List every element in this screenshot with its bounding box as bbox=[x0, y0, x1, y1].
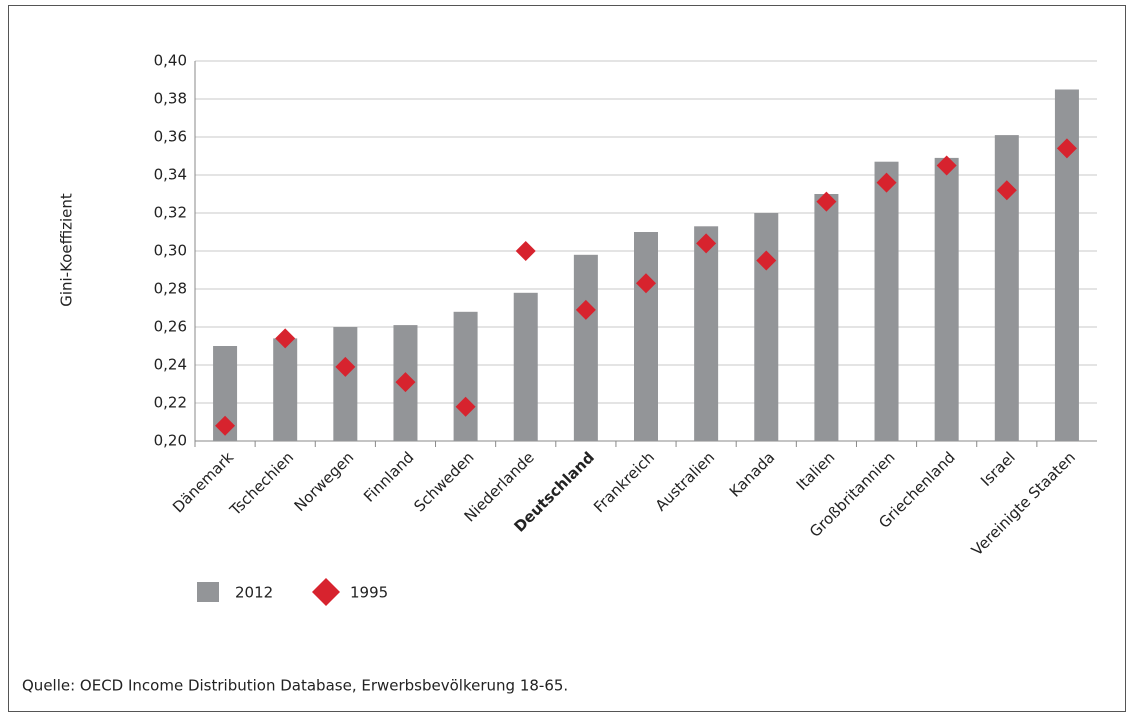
y-tick-label: 0,26 bbox=[154, 318, 187, 336]
marker bbox=[636, 273, 656, 294]
marker bbox=[215, 415, 236, 436]
y-axis-label: Gini-Koeffizient bbox=[58, 193, 76, 307]
x-tick-label: Kanada bbox=[726, 448, 778, 500]
source: Quelle: OECD Income Distribution Databas… bbox=[22, 677, 568, 695]
x-tick-label: Vereinigte Staaten bbox=[968, 448, 1079, 559]
bar bbox=[573, 254, 598, 441]
x-tick-label: Finnland bbox=[360, 448, 417, 505]
marker bbox=[996, 180, 1017, 201]
legend-swatch bbox=[312, 578, 340, 606]
bar bbox=[934, 157, 959, 441]
legend-label: 2012 bbox=[235, 584, 273, 602]
marker bbox=[275, 328, 296, 349]
marker bbox=[515, 241, 536, 261]
marker bbox=[1056, 138, 1077, 159]
bar bbox=[634, 232, 658, 441]
marker bbox=[455, 396, 476, 417]
y-tick-label: 0,32 bbox=[154, 204, 187, 222]
bar bbox=[453, 311, 478, 441]
frame bbox=[8, 5, 1126, 712]
y-tick-label: 0,40 bbox=[154, 52, 187, 70]
x-tick-label: Italien bbox=[793, 448, 839, 494]
legend-swatch bbox=[197, 582, 219, 602]
bar bbox=[273, 338, 298, 441]
legend-label: 1995 bbox=[350, 584, 388, 602]
y-tick-label: 0,36 bbox=[154, 128, 187, 146]
x-tick-label: Israel bbox=[977, 448, 1019, 490]
marker bbox=[575, 299, 596, 320]
marker bbox=[335, 356, 356, 377]
x-tick-label: Norwegen bbox=[291, 448, 358, 515]
bar bbox=[513, 292, 538, 441]
bar bbox=[874, 161, 899, 441]
marker bbox=[395, 372, 416, 393]
marker bbox=[936, 155, 957, 176]
y-tick-label: 0,20 bbox=[154, 432, 187, 450]
y-tick-label: 0,34 bbox=[154, 166, 187, 184]
bar bbox=[814, 194, 839, 441]
bar bbox=[754, 213, 779, 441]
x-tick-label: Australien bbox=[652, 448, 718, 514]
x-tick-label: Tschechien bbox=[226, 448, 298, 520]
y-tick-label: 0,30 bbox=[154, 242, 187, 260]
y-tick-label: 0,22 bbox=[154, 394, 187, 412]
marker bbox=[696, 233, 717, 254]
y-tick-label: 0,38 bbox=[154, 90, 187, 108]
x-tick-label: Frankreich bbox=[590, 448, 658, 516]
y-tick-label: 0,24 bbox=[154, 356, 187, 374]
bar bbox=[694, 226, 719, 441]
marker bbox=[876, 172, 897, 193]
marker bbox=[756, 250, 777, 271]
bar bbox=[333, 327, 358, 441]
y-tick-label: 0,28 bbox=[154, 280, 187, 298]
marker bbox=[816, 191, 837, 212]
